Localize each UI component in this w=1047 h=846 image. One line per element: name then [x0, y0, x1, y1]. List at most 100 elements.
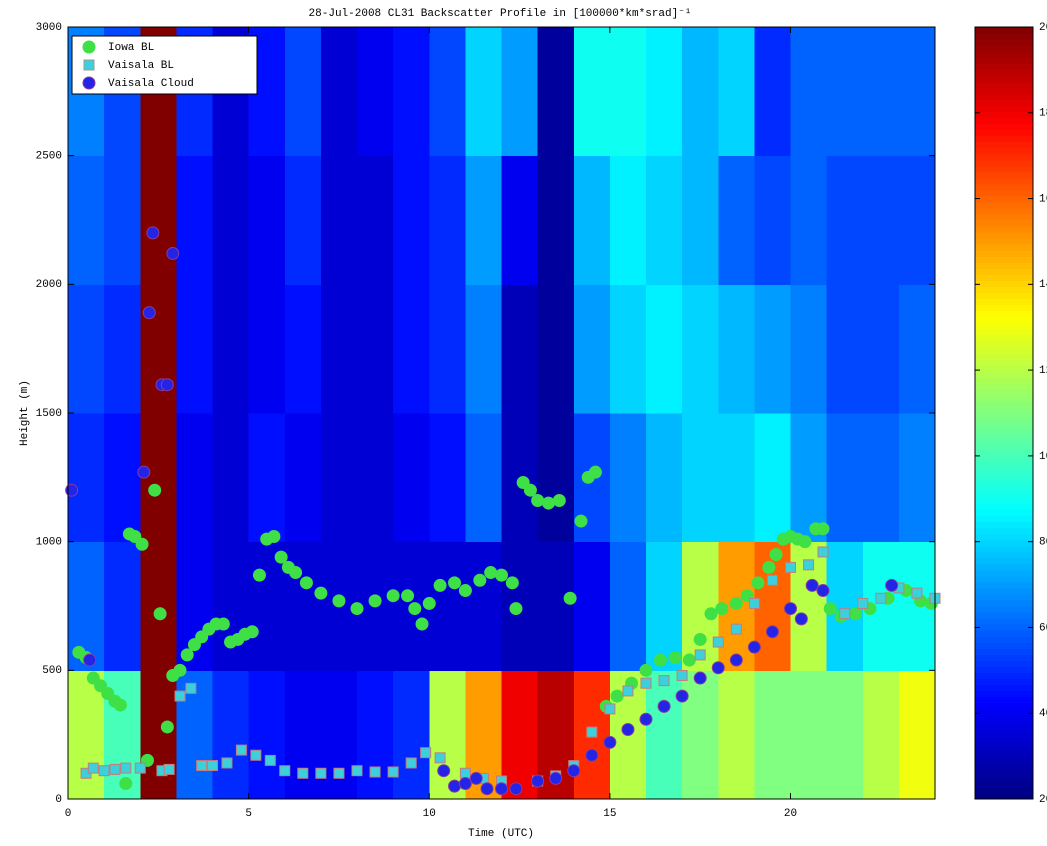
heatmap-cell	[790, 27, 828, 157]
series-point	[146, 226, 160, 240]
heatmap-cell	[284, 155, 322, 285]
series-point	[715, 602, 729, 616]
series-point	[509, 602, 523, 616]
series-point	[816, 584, 830, 598]
colorbar-step	[975, 587, 1033, 595]
colorbar-step	[975, 27, 1033, 34]
series-point	[563, 591, 577, 605]
colorbar-step	[975, 238, 1033, 245]
y-tick-label: 2500	[36, 151, 62, 163]
vaisala-bl-point	[163, 763, 175, 775]
series-point	[137, 465, 151, 479]
heatmap-cell	[826, 670, 864, 800]
vaisala-bl-point	[207, 760, 218, 772]
series-point	[458, 584, 472, 598]
vaisala-bl-point	[911, 587, 923, 599]
series-point	[794, 612, 808, 626]
legend-marker	[83, 59, 95, 71]
colorbar-tick-label: 180	[1039, 108, 1047, 120]
chart-title: 28-Jul-2008 CL31 Backscatter Profile in …	[309, 8, 692, 20]
colorbar-step	[975, 720, 1033, 728]
heatmap-cell	[320, 413, 358, 543]
vaisala-bl-point	[185, 682, 197, 694]
colorbar-step	[975, 473, 1033, 480]
colorbar-step	[975, 141, 1033, 149]
heatmap-cell	[898, 155, 936, 285]
vaisala-bl-point	[857, 597, 869, 609]
colorbar-step	[975, 364, 1033, 372]
series-point	[473, 573, 487, 587]
series-point	[693, 632, 707, 646]
series-point	[816, 522, 830, 536]
colorbar-step	[975, 352, 1033, 360]
heatmap-cell	[501, 284, 539, 414]
colorbar-step	[975, 768, 1033, 776]
colorbar-step	[975, 280, 1033, 287]
heatmap-cell	[718, 284, 755, 414]
heatmap-cell	[104, 413, 141, 543]
heatmap-cell	[646, 541, 683, 671]
heatmap-cell	[248, 413, 286, 543]
series-point	[448, 779, 462, 793]
series-point	[531, 774, 545, 788]
legend-marker	[82, 40, 96, 54]
series-point	[422, 596, 436, 610]
colorbar-step	[975, 539, 1033, 547]
colorbar-step	[975, 521, 1033, 529]
colorbar-step	[975, 358, 1033, 366]
series-point	[682, 653, 696, 667]
heatmap-cell	[140, 284, 177, 414]
colorbar-step	[975, 57, 1033, 64]
colorbar-step	[975, 792, 1033, 800]
heatmap-cell	[682, 413, 719, 543]
colorbar-step	[975, 111, 1033, 119]
heatmap-cell	[68, 155, 105, 285]
colorbar-step	[975, 690, 1033, 698]
colorbar-step	[975, 774, 1033, 782]
y-tick-label: 500	[42, 665, 62, 677]
colorbar-step	[975, 406, 1033, 414]
colorbar-step	[975, 51, 1033, 58]
heatmap-cell	[826, 155, 864, 285]
colorbar-step	[975, 581, 1033, 589]
vaisala-bl-point	[875, 592, 887, 604]
heatmap-cell	[248, 670, 286, 800]
heatmap	[68, 27, 936, 800]
colorbar-step	[975, 732, 1033, 740]
colorbar-step	[975, 183, 1033, 191]
vaisala-bl-point	[264, 754, 276, 766]
colorbar-step	[975, 630, 1033, 637]
heatmap-cell	[573, 155, 611, 285]
colorbar-step	[975, 557, 1033, 565]
series-point	[509, 782, 523, 796]
colorbar-step	[975, 515, 1033, 523]
colorbar-tick-label: 140	[1039, 279, 1047, 291]
heatmap-cell	[682, 155, 719, 285]
x-tick-label: 0	[65, 808, 72, 820]
heatmap-cell	[212, 413, 250, 543]
heatmap-cell	[284, 284, 322, 414]
colorbar-step	[975, 642, 1033, 649]
heatmap-cell	[320, 27, 358, 157]
heatmap-cell	[646, 27, 683, 157]
series-point	[729, 653, 743, 667]
vaisala-bl-point	[98, 765, 110, 777]
heatmap-cell	[646, 670, 683, 800]
legend-label: Iowa BL	[108, 42, 154, 54]
colorbar-step	[975, 316, 1033, 324]
colorbar-step	[975, 593, 1033, 601]
vaisala-bl-point	[297, 767, 309, 779]
heatmap-cell	[790, 413, 828, 543]
colorbar-step	[975, 328, 1033, 336]
heatmap-cell	[790, 155, 828, 285]
heatmap-cell	[176, 413, 213, 543]
series-point	[469, 771, 483, 785]
series-point	[574, 514, 588, 528]
heatmap-cell	[284, 541, 322, 671]
colorbar-step	[975, 87, 1033, 94]
colorbar-step	[975, 159, 1033, 167]
colorbar-step	[975, 171, 1033, 179]
vaisala-bl-point	[817, 546, 829, 558]
colorbar-step	[975, 81, 1033, 88]
series-point	[433, 578, 447, 592]
